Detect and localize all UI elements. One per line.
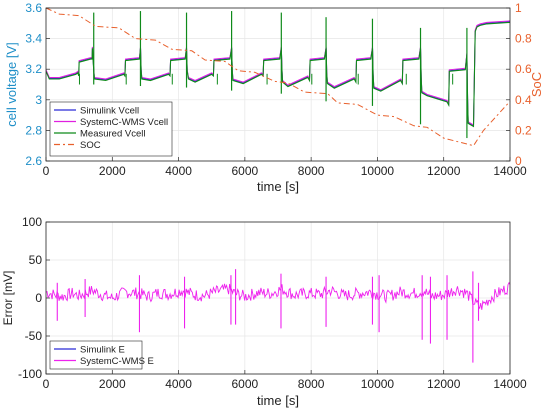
error-legend-label: Simulink E [80,345,125,356]
voltage-y-tick-label: 3 [35,93,42,107]
error-x-tick-label: 4000 [165,377,192,391]
soc-y2-tick-label: 0 [515,154,522,168]
soc-series-line [45,7,511,147]
voltage-x-tick-label: 6000 [232,164,259,178]
voltage-series-line [46,21,510,128]
error-y-ticks: -100 -50 0 50 100 [18,215,50,381]
error-y-tick-label: 50 [29,253,43,267]
error-y-tick-label: -100 [18,367,42,381]
voltage-y-ticks: 2.6 2.8 3 3.2 3.4 3.6 [25,1,50,168]
voltage-x-tick-label: 14000 [493,164,527,178]
error-series-line [45,281,511,310]
voltage-x-tick-label: 4000 [165,164,192,178]
error-x-tick-label: 2000 [99,377,126,391]
voltage-x-ticks: 0 2000 4000 6000 8000 10000 12000 14000 [43,157,527,178]
voltage-y-tick-label: 3.4 [25,32,42,46]
voltage-series-group [45,7,511,147]
voltage-x-axis-label: time [s] [257,179,299,194]
voltage-legend-label: SystemC-WMS Vcell [80,117,168,128]
voltage-legend-label: Simulink Vcell [80,106,139,117]
error-chart: 0 2000 4000 6000 8000 10000 12000 14000 -100 -50… [1,215,527,408]
error-x-tick-label: 8000 [298,377,325,391]
error-x-tick-label: 0 [43,377,50,391]
voltage-x-tick-label: 10000 [361,164,395,178]
error-legend-label: SystemC-WMS E [80,356,154,367]
soc-y2-tick-label: 0.4 [515,93,532,107]
soc-y2-tick-label: 1 [515,1,522,15]
error-x-axis-label: time [s] [257,393,299,408]
voltage-x-tick-label: 0 [43,164,50,178]
voltage-y-tick-label: 3.6 [25,1,42,15]
soc-y2-tick-label: 0.8 [515,32,532,46]
error-x-tick-label: 6000 [232,377,259,391]
voltage-y-tick-label: 3.2 [25,62,42,76]
voltage-y-tick-label: 2.6 [25,154,42,168]
voltage-plot-frame [45,7,511,162]
voltage-x-tick-label: 8000 [298,164,325,178]
voltage-soc-chart: 0 2000 4000 6000 8000 10000 12000 14000 2.6 2.8 3… [4,1,544,194]
error-x-tick-label: 10000 [361,377,395,391]
error-x-ticks: 0 2000 4000 6000 8000 10000 12000 14000 [43,370,527,391]
error-y-tick-label: 100 [22,215,42,229]
error-legend-box [49,340,143,370]
soc-y2-ticks: 0 0.2 0.4 0.6 0.8 1 [506,1,532,168]
voltage-legend-label: SOC [80,140,101,151]
error-x-tick-label: 14000 [493,377,527,391]
voltage-legend-label: Measured Vcell [80,129,145,140]
soc-y2-tick-label: 0.2 [515,123,532,137]
error-y-axis-label: Error [mV] [1,271,15,326]
voltage-x-tick-label: 12000 [427,164,461,178]
soc-y2-axis-label: SoC [529,72,544,97]
voltage-legend-box [49,101,173,157]
voltage-x-tick-label: 2000 [99,164,126,178]
error-series-group [45,269,511,363]
error-y-tick-label: 0 [35,291,42,305]
voltage-y-tick-label: 2.8 [25,123,42,137]
voltage-y-axis-label: cell voltage [V] [4,42,19,127]
error-x-tick-label: 12000 [427,377,461,391]
soc-y2-tick-label: 0.6 [515,62,532,76]
error-y-tick-label: -50 [25,329,43,343]
